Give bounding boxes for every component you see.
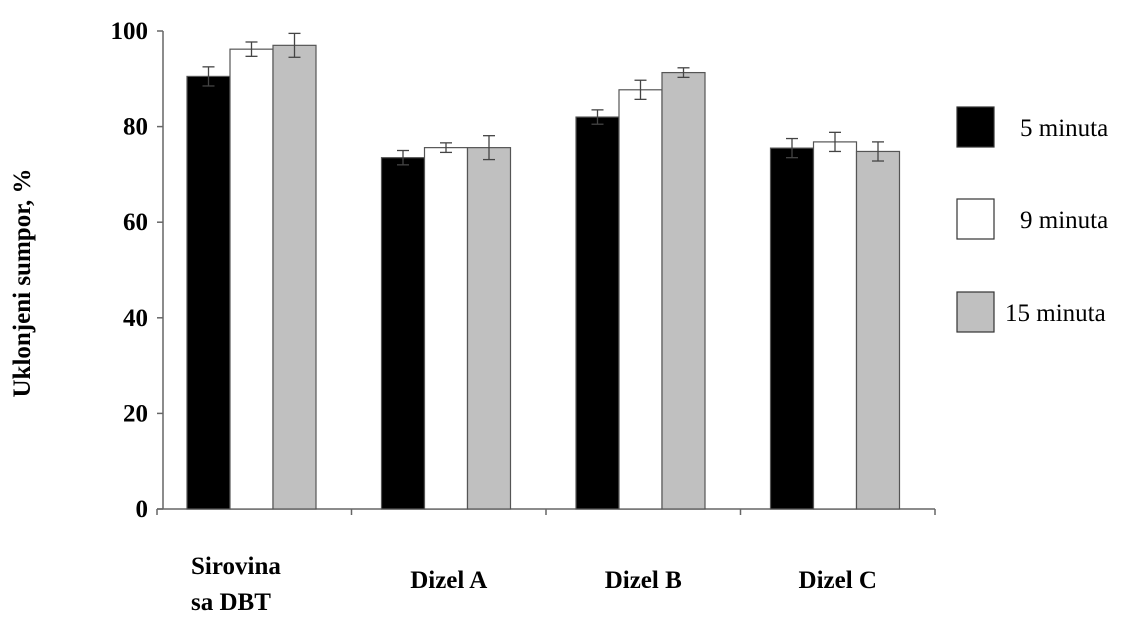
bar-3-2 xyxy=(466,147,512,510)
x-category-label: sa DBT xyxy=(191,589,271,616)
x-category-label: Dizel A xyxy=(410,567,487,594)
error-bar xyxy=(397,149,409,166)
legend-swatch-3 xyxy=(956,291,995,333)
legend: 5 minuta 9 minuta 15 minuta xyxy=(956,106,1108,333)
bar-1-2 xyxy=(380,157,426,510)
error-bar xyxy=(440,142,452,154)
bar-2-3 xyxy=(618,89,663,510)
x-category-label: Dizel B xyxy=(605,567,682,594)
y-axis-title-group: Uklonjeni sumpor, % xyxy=(9,169,36,398)
bar-1-3 xyxy=(575,116,620,510)
bar-2-2 xyxy=(423,147,469,510)
bar-3-1 xyxy=(272,44,317,510)
error-bar xyxy=(634,79,647,101)
error-bars xyxy=(202,32,884,166)
error-bar xyxy=(202,66,215,87)
bar-1-1 xyxy=(186,75,231,510)
error-bar xyxy=(872,141,884,162)
error-bar xyxy=(786,137,798,159)
error-bar xyxy=(591,109,604,125)
y-tick-label: 100 xyxy=(111,18,149,45)
legend-label-3: 15 minuta xyxy=(1005,300,1106,327)
y-axis-title: Uklonjeni sumpor, % xyxy=(9,169,36,398)
error-bar xyxy=(288,32,301,58)
legend-label-1: 5 minuta xyxy=(1020,115,1108,142)
bar-3-3 xyxy=(661,71,706,510)
y-tick-label: 80 xyxy=(123,114,148,141)
legend-swatch-2 xyxy=(956,198,995,240)
x-axis-labels: Sirovina sa DBT Dizel A Dizel B Dizel C xyxy=(191,553,877,616)
bar-2-4 xyxy=(812,141,858,510)
error-bar xyxy=(245,41,258,57)
bar-2-1 xyxy=(229,48,274,510)
y-tick-label: 0 xyxy=(136,496,149,523)
bar-1-4 xyxy=(769,147,815,510)
bar-3-4 xyxy=(855,150,901,510)
x-category-label: Dizel C xyxy=(799,567,877,594)
error-bar xyxy=(677,67,690,79)
error-bar xyxy=(829,131,841,153)
bars xyxy=(186,44,901,510)
y-tick-label: 60 xyxy=(123,209,148,236)
error-bar xyxy=(483,135,495,161)
y-tick-label: 20 xyxy=(123,400,148,427)
y-tick-label: 40 xyxy=(123,305,148,332)
legend-swatch-1 xyxy=(956,106,995,148)
legend-label-2: 9 minuta xyxy=(1020,207,1108,234)
x-category-label: Sirovina xyxy=(191,553,281,580)
